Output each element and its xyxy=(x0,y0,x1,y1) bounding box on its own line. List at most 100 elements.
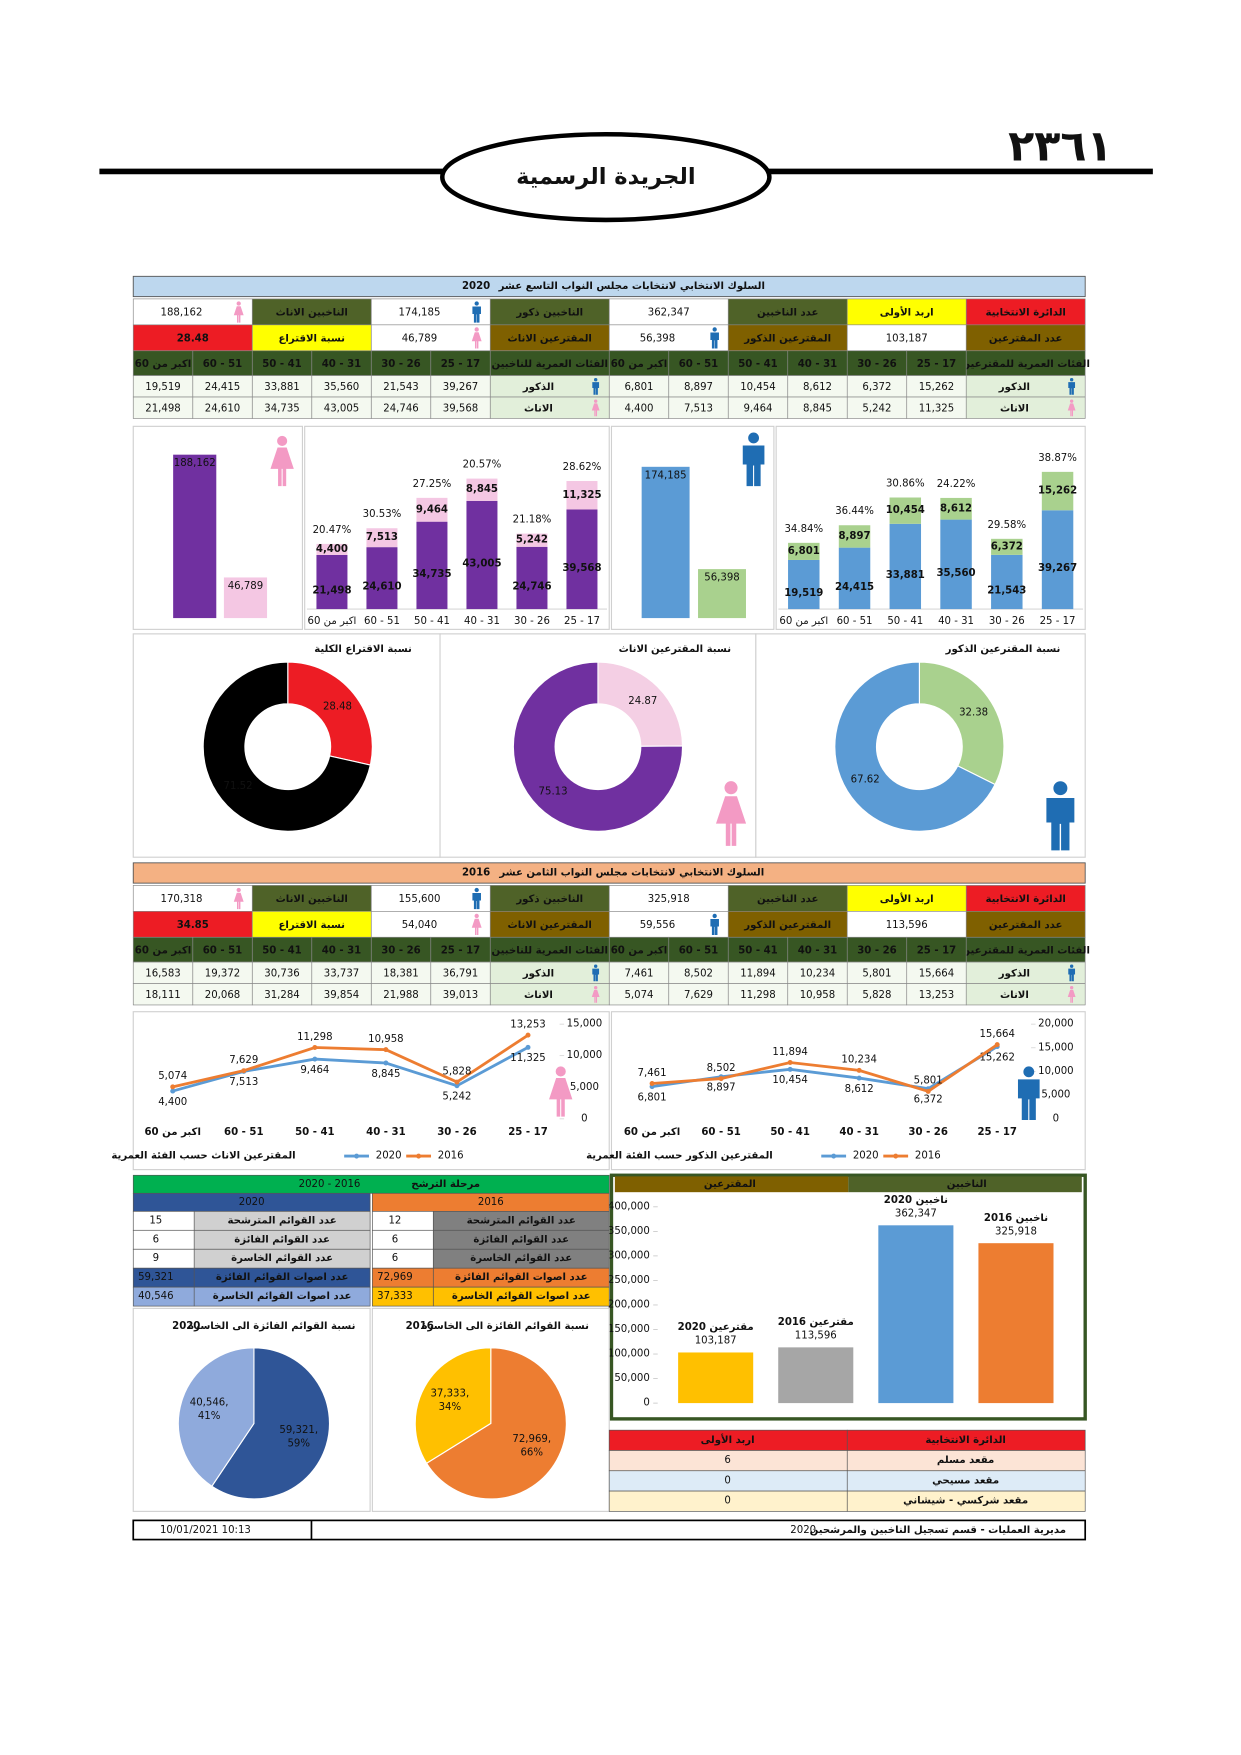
cell-text: المقترعين الذكور xyxy=(743,333,831,344)
y-tick-label: 0 xyxy=(643,1398,649,1409)
icon-head xyxy=(593,399,598,403)
cell-text: عدد المقترعين xyxy=(989,333,1063,344)
male-icon xyxy=(742,432,765,487)
ratio-label: 29.58% xyxy=(987,520,1026,531)
seat-value: 0 xyxy=(724,1475,730,1486)
bar-segment xyxy=(889,497,922,524)
ratio-label: 34.84% xyxy=(784,524,823,535)
cell-text: 10,958 xyxy=(800,990,835,1001)
series-line xyxy=(172,1033,529,1089)
bar xyxy=(173,454,217,619)
legend-swatch xyxy=(893,1153,899,1159)
cell-text: الاناث xyxy=(524,990,553,1001)
chart-title: نسبة المقترعين الذكور xyxy=(945,644,1061,655)
row-value: 6 xyxy=(392,1253,398,1264)
cell-text: 60 اكبر من xyxy=(611,945,667,956)
value-label: 39,267 xyxy=(1038,563,1077,574)
group-year: 2016 xyxy=(478,1197,504,1208)
chart-year: 2016 xyxy=(406,1321,434,1332)
chart-panel xyxy=(132,1011,610,1171)
table-cell xyxy=(251,885,372,912)
bar xyxy=(698,569,746,619)
y-tick-label: 10,000 xyxy=(567,1050,602,1061)
legend-label: 2016 xyxy=(915,1151,941,1162)
ratio-label: 30.53% xyxy=(363,509,402,520)
donut-segment xyxy=(512,661,684,832)
cell-text: الاناث xyxy=(1000,403,1029,414)
value-label: 11,894 xyxy=(772,1047,807,1058)
header-cell xyxy=(614,1176,849,1193)
table-cell xyxy=(132,885,253,912)
bar-segment xyxy=(991,554,1023,610)
percent-label: 34% xyxy=(439,1402,462,1413)
point xyxy=(649,1081,655,1087)
value-label: 40,546, xyxy=(190,1397,229,1408)
cell-text: 5,828 xyxy=(862,990,891,1001)
value-label: 174,185 xyxy=(645,470,687,481)
cell-text: 60 - 51 xyxy=(203,945,243,956)
row-label: عدد القوائم الفائزة xyxy=(234,1234,330,1245)
cell-text: 113,596 xyxy=(886,920,928,931)
bar xyxy=(778,1347,854,1404)
table-cell xyxy=(132,910,253,938)
bar-segment xyxy=(366,528,398,548)
value-label: 10,454 xyxy=(886,505,925,516)
x-tick-label: 60 - 51 xyxy=(224,1127,264,1138)
section-title: السلوك الانتخابي لانتخابات مجلس النواب ا… xyxy=(498,867,764,878)
icon-body xyxy=(549,1078,573,1117)
value-label: 56,398 xyxy=(704,573,739,584)
cell-text: الناخبين ذكور xyxy=(515,307,583,318)
seat-label: مقعد مسيحي xyxy=(932,1475,999,1486)
y-tick-label: 15,000 xyxy=(567,1019,602,1030)
cell-text: الذكور xyxy=(522,382,554,393)
value-label: 10,454 xyxy=(772,1075,807,1086)
cell-text: 5,801 xyxy=(862,968,891,979)
female-icon xyxy=(1067,985,1076,1003)
bar-segment xyxy=(516,533,548,547)
value-label: 6,801 xyxy=(788,546,820,557)
row-label: عدد القوائم الخاسرة xyxy=(231,1253,333,1264)
pie-slice xyxy=(425,1347,567,1500)
icon-body xyxy=(270,447,294,487)
cell-text: الناخبين الاناث xyxy=(276,894,348,905)
x-tick-label: 60 - 51 xyxy=(364,616,400,627)
value-label: 8,897 xyxy=(838,531,870,542)
bar-segment xyxy=(940,497,972,520)
bar-segment xyxy=(566,481,598,510)
chart-title: المقترعين الاناث حسب الفئة العمرية xyxy=(111,1151,295,1162)
table-cell xyxy=(489,936,610,963)
cell-text: اربد الأولى xyxy=(880,892,934,905)
cell-text: 11,325 xyxy=(919,403,954,414)
point xyxy=(312,1045,318,1050)
bar-segment xyxy=(1041,510,1074,610)
table-cell xyxy=(489,350,610,376)
point xyxy=(856,1067,862,1073)
cell-text: 35,560 xyxy=(324,382,359,393)
cell-text: 5,074 xyxy=(624,990,653,1001)
x-tick-label: 25 - 17 xyxy=(508,1127,547,1138)
value-label: 19,519 xyxy=(784,588,823,599)
female-icon xyxy=(270,435,294,487)
bar-segment xyxy=(566,509,598,610)
value-label: 5,828 xyxy=(442,1066,471,1077)
icon-body xyxy=(472,893,481,910)
point xyxy=(787,1060,793,1066)
value-label: 6,372 xyxy=(914,1094,943,1105)
value-label: 28.48 xyxy=(323,701,352,712)
value-label: 10,958 xyxy=(368,1034,403,1045)
cell-text: 40 - 31 xyxy=(322,945,362,956)
point xyxy=(312,1056,318,1062)
row-value: 9 xyxy=(153,1253,159,1264)
section-title-bar xyxy=(132,275,1086,298)
cell-text: 170,318 xyxy=(160,894,202,905)
cell-text: 30 - 26 xyxy=(381,945,421,956)
donut-segment xyxy=(918,661,1005,786)
bar-segment xyxy=(838,525,871,548)
point xyxy=(454,1079,460,1085)
value-label: 8,897 xyxy=(707,1083,736,1094)
y-tick-label: 300,000 xyxy=(608,1250,650,1261)
value-label: 39,568 xyxy=(562,563,601,574)
bar-segment xyxy=(1041,471,1074,511)
row-value: 37,333 xyxy=(377,1291,412,1302)
cell-text: الاناث xyxy=(524,403,553,414)
